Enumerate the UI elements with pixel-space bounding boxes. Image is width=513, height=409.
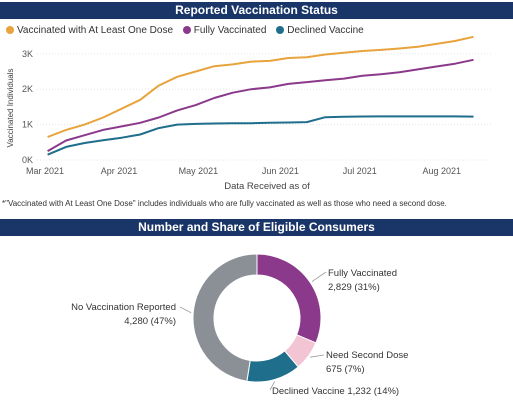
series-line-declined-vaccine[interactable] [47, 115, 474, 156]
legend-label-declined-vaccine: Declined Vaccine [287, 25, 364, 36]
donut-slice-no-vaccination-reported[interactable] [192, 253, 258, 382]
line-chart-title: Reported Vaccination Status [0, 2, 513, 19]
x-tick-label: Apr 2021 [101, 166, 138, 176]
legend-item-declined-vaccine[interactable]: Declined Vaccine [276, 25, 364, 36]
y-tick-label: 1K [22, 120, 33, 130]
series-line-fully-vaccinated[interactable] [47, 58, 474, 152]
label-fully-vaccinated-value: 2,829 (31%) [328, 282, 380, 293]
legend-label-at-least-one-dose: Vaccinated with At Least One Dose [17, 25, 174, 36]
leader-line-no-vaccination-reported [179, 306, 192, 314]
line-chart-legend: Vaccinated with At Least One Dose Fully … [6, 25, 371, 36]
legend-item-at-least-one-dose[interactable]: Vaccinated with At Least One Dose [6, 25, 173, 36]
y-axis-title: Vaccinated Individuals [6, 68, 15, 147]
leader-line-need-second-dose [310, 354, 325, 358]
leader-line-declined-vaccine [269, 381, 275, 391]
series-line-vaccinated-with-at-least-one-dose[interactable] [47, 35, 474, 138]
x-tick-label: Jun 2021 [262, 166, 299, 176]
line-chart: 0K 1K 2K 3K Mar 2021 Apr 2021 May 2021 Jun 202… [6, 35, 492, 192]
label-fully-vaccinated-name: Fully Vaccinated [328, 268, 397, 279]
label-need-second-dose-value: 675 (7%) [326, 364, 365, 375]
y-tick-label: 2K [22, 84, 33, 94]
label-no-vaccination-value: 4,280 (47%) [124, 316, 176, 327]
legend-dot-at-least-one-dose [6, 26, 14, 34]
x-tick-label: Mar 2021 [26, 166, 64, 176]
x-tick-label: May 2021 [179, 166, 219, 176]
donut-chart-title: Number and Share of Eligible Consumers [0, 219, 513, 236]
leader-line-fully-vaccinated [311, 271, 327, 282]
donut-slice-fully-vaccinated[interactable] [256, 253, 322, 344]
legend-dot-fully-vaccinated [182, 26, 191, 34]
label-declined-vaccine: Declined Vaccine 1,232 (14%) [272, 386, 399, 397]
x-tick-label: Aug 2021 [422, 166, 461, 176]
x-axis-title: Data Received as of [224, 181, 310, 192]
legend-item-fully-vaccinated[interactable]: Fully Vaccinated [182, 25, 267, 36]
y-tick-label: 0K [22, 155, 33, 165]
y-tick-label: 3K [22, 49, 33, 59]
legend-dot-declined-vaccine [276, 26, 285, 34]
x-tick-label: Jul 2021 [343, 166, 377, 176]
legend-label-fully-vaccinated: Fully Vaccinated [193, 25, 267, 36]
label-no-vaccination-name: No Vaccination Reported [71, 302, 176, 313]
label-need-second-dose-name: Need Second Dose [326, 350, 408, 361]
footnote: *"Vaccinated with At Least One Dose" inc… [2, 199, 447, 208]
